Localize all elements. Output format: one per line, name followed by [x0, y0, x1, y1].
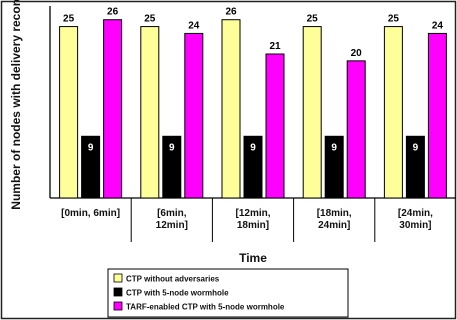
legend-swatch	[113, 287, 123, 297]
data-label: 24	[188, 20, 200, 31]
bar	[405, 135, 425, 199]
data-label: 9	[88, 142, 94, 153]
bar	[140, 26, 160, 199]
legend-swatch	[113, 301, 123, 311]
bar	[346, 60, 366, 199]
legend-label: TARF-enabled CTP with 5-node wormhole	[126, 303, 285, 312]
x-tick-label: 30min]	[399, 220, 431, 231]
bar	[243, 135, 263, 199]
data-label: 9	[169, 142, 175, 153]
bar	[103, 19, 123, 199]
bar	[221, 19, 241, 199]
data-label: 25	[388, 14, 400, 25]
x-tick-label: 18min]	[237, 220, 269, 231]
plot-area: 25 9 26 [0min, 6min] 25 9 24 [6min,12min] 26 9 21 […	[49, 6, 456, 242]
legend-swatch	[113, 273, 123, 283]
data-label: 25	[307, 14, 319, 25]
legend-label: CTP with 5-node wormhole	[126, 289, 229, 298]
legend-box	[107, 268, 349, 318]
x-tick-label: [0min, 6min]	[61, 208, 120, 219]
data-label: 21	[269, 41, 281, 52]
data-label: 26	[107, 7, 119, 18]
x-tick-label: [6min,	[157, 208, 187, 219]
data-label: 9	[413, 142, 419, 153]
x-tick-label: 24min]	[318, 220, 350, 231]
bar	[324, 135, 344, 199]
x-tick-label: [24min,	[398, 208, 433, 219]
bar	[427, 32, 447, 199]
x-tick-label: [18min,	[317, 208, 352, 219]
legend-label: CTP without adversaries	[126, 275, 220, 284]
data-label: 9	[250, 142, 256, 153]
x-tick-label: 12min]	[156, 220, 188, 231]
x-tick-label: [12min,	[235, 208, 270, 219]
bar	[265, 53, 285, 199]
bar	[162, 135, 182, 199]
data-label: 20	[351, 48, 363, 59]
data-label: 26	[225, 7, 237, 18]
bar	[81, 135, 101, 199]
bar	[59, 26, 79, 199]
data-label: 24	[432, 20, 444, 31]
bar	[383, 26, 403, 199]
data-label: 9	[331, 142, 337, 153]
data-label: 25	[144, 14, 156, 25]
x-axis-title: Time	[239, 251, 267, 265]
bar	[184, 32, 204, 199]
bar	[302, 26, 322, 199]
legend: CTP without adversaries CTP with 5-node w…	[107, 268, 349, 318]
y-axis-title: Number of nodes with delivery record	[9, 0, 23, 210]
data-label: 25	[63, 14, 75, 25]
